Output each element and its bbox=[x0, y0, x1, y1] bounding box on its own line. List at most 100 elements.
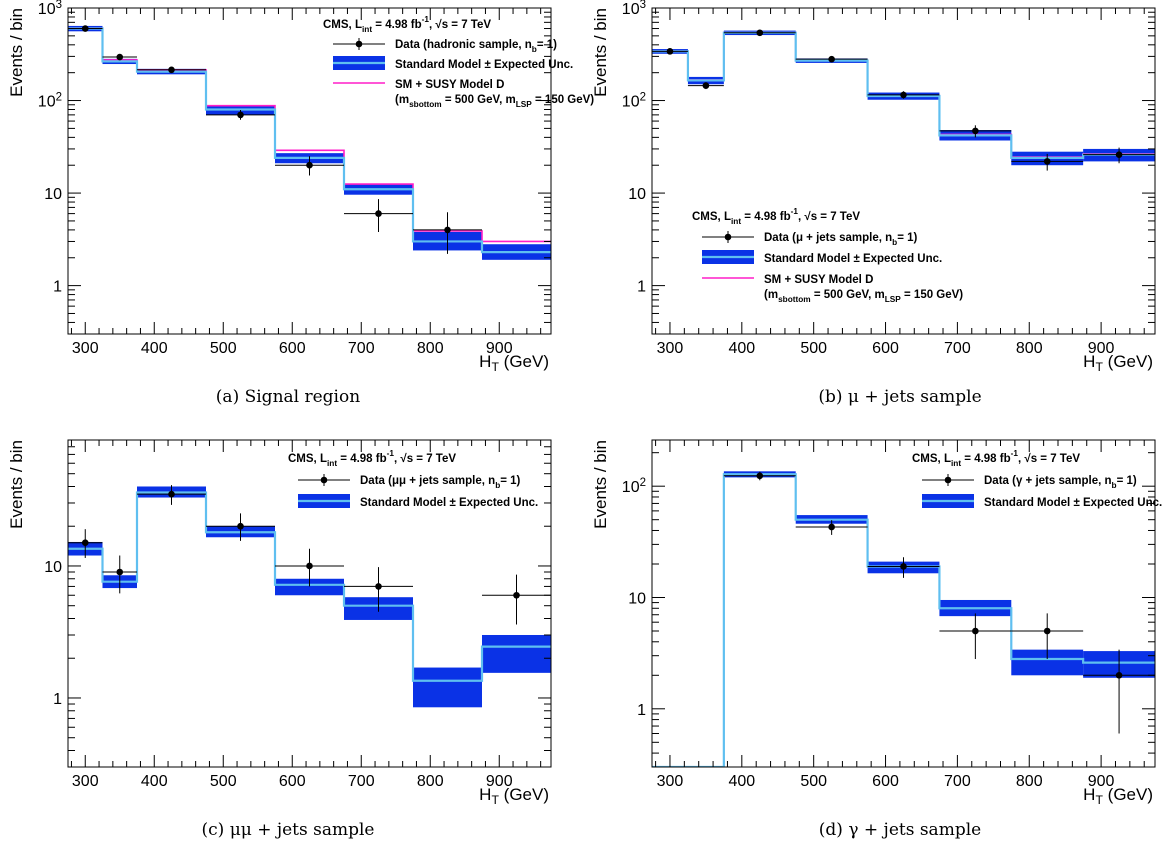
legend-data-marker bbox=[320, 476, 328, 484]
x-tick-label: 500 bbox=[210, 773, 237, 790]
legend-header: CMS, Lint = 4.98 fb-1, √s = 7 TeV bbox=[912, 449, 1080, 468]
legend-header: CMS, Lint = 4.98 fb-1, √s = 7 TeV bbox=[288, 449, 456, 468]
y-tick-label: 10 bbox=[628, 186, 646, 203]
x-tick-label: 400 bbox=[141, 340, 168, 357]
data-marker bbox=[756, 29, 764, 37]
x-tick-label: 600 bbox=[872, 340, 899, 357]
data-marker bbox=[81, 25, 89, 32]
data-marker bbox=[237, 111, 244, 119]
data-marker bbox=[900, 563, 907, 570]
legend: CMS, Lint = 4.98 fb-1, √s = 7 TeV Data (h… bbox=[323, 15, 594, 109]
x-tick-label: 900 bbox=[1088, 773, 1115, 790]
y-tick-label: 10 bbox=[44, 186, 62, 203]
plot-frame bbox=[651, 439, 1156, 768]
x-tick-label: 900 bbox=[486, 773, 513, 790]
x-axis: 300 400 500 600 700 800 900 bbox=[70, 8, 542, 357]
plot-frame bbox=[67, 7, 552, 335]
x-tick-label: 800 bbox=[1016, 340, 1043, 357]
y-axis-label: Events / bin bbox=[591, 440, 610, 529]
y-tick-label: 102 bbox=[622, 477, 646, 496]
x-axis: 300 400 500 600 700 800 900 bbox=[655, 440, 1145, 790]
data-point bbox=[795, 55, 868, 63]
sm-band-bin bbox=[413, 667, 482, 708]
x-tick-label: 700 bbox=[348, 340, 375, 357]
x-tick-label: 500 bbox=[800, 773, 827, 790]
legend-data-label: Data (μμ + jets sample, nb= 1) bbox=[360, 475, 521, 490]
x-tick-label: 900 bbox=[1088, 340, 1115, 357]
x-axis-label: HT (GeV) bbox=[1083, 352, 1153, 374]
data-point bbox=[939, 125, 1012, 138]
legend-data-label: Data (μ + jets sample, nb= 1) bbox=[764, 232, 918, 247]
legend-header: CMS, Lint = 4.98 fb-1, √s = 7 TeV bbox=[323, 15, 491, 34]
data-marker bbox=[1115, 151, 1123, 158]
x-tick-label: 800 bbox=[1016, 773, 1043, 790]
data-marker bbox=[666, 48, 674, 55]
y-tick-label: 1 bbox=[637, 702, 646, 719]
data-marker bbox=[513, 591, 520, 599]
legend: CMS, Lint = 4.98 fb-1, √s = 7 TeV Data (μ… bbox=[692, 207, 963, 304]
caption-b: (b) μ + jets sample bbox=[818, 387, 981, 407]
data-point bbox=[102, 53, 137, 61]
y-axis: 1 10 102 103 bbox=[622, 0, 1155, 335]
data-marker bbox=[1115, 671, 1123, 679]
data-point bbox=[723, 29, 796, 37]
y-tick-label: 102 bbox=[38, 92, 62, 111]
data-point bbox=[482, 574, 551, 625]
data-point bbox=[206, 110, 275, 120]
caption-c: (c) μμ + jets sample bbox=[202, 820, 375, 840]
data-marker bbox=[1043, 627, 1051, 635]
data-point bbox=[1083, 147, 1155, 164]
data-point bbox=[275, 156, 344, 176]
x-tick-label: 600 bbox=[279, 773, 306, 790]
data-marker bbox=[972, 127, 979, 135]
data-marker bbox=[1043, 158, 1051, 165]
y-axis: 1 10 102 bbox=[622, 452, 1155, 768]
legend-susy-mass-label: (msbottom = 500 GeV, mLSP = 150 GeV) bbox=[764, 289, 963, 304]
x-tick-label: 600 bbox=[279, 340, 306, 357]
x-tick-label: 300 bbox=[657, 773, 684, 790]
data-point bbox=[1011, 613, 1084, 660]
legend-sm-label: Standard Model ± Expected Unc. bbox=[984, 497, 1162, 509]
y-tick-label: 103 bbox=[38, 0, 62, 18]
data-point bbox=[1011, 153, 1084, 171]
x-axis-label: HT (GeV) bbox=[1083, 785, 1153, 807]
data-point bbox=[867, 557, 940, 578]
plot-area bbox=[652, 29, 1155, 171]
data-marker bbox=[237, 522, 244, 530]
data-point bbox=[795, 520, 868, 535]
x-axis-label: HT (GeV) bbox=[479, 352, 549, 374]
x-tick-label: 400 bbox=[728, 340, 755, 357]
x-tick-label: 300 bbox=[657, 340, 684, 357]
y-tick-label: 10 bbox=[628, 590, 646, 607]
data-marker bbox=[702, 82, 710, 89]
x-tick-label: 400 bbox=[728, 773, 755, 790]
legend: CMS, Lint = 4.98 fb-1, √s = 7 TeV Data (γ… bbox=[912, 449, 1162, 509]
data-marker bbox=[972, 627, 979, 635]
data-marker bbox=[306, 562, 313, 570]
x-tick-label: 500 bbox=[800, 340, 827, 357]
legend-sm-label: Standard Model ± Expected Unc. bbox=[764, 253, 942, 265]
caption-a: (a) Signal region bbox=[216, 387, 360, 407]
y-axis-label: Events / bin bbox=[591, 8, 610, 97]
data-marker bbox=[756, 472, 764, 480]
data-point bbox=[939, 613, 1012, 660]
data-point bbox=[723, 471, 796, 481]
x-tick-label: 700 bbox=[944, 773, 971, 790]
data-point bbox=[275, 548, 344, 587]
sm-line bbox=[652, 473, 1155, 767]
legend-data-marker bbox=[724, 233, 732, 241]
y-tick-label: 10 bbox=[44, 559, 62, 576]
y-tick-label: 1 bbox=[637, 279, 646, 296]
legend-sm-label: Standard Model ± Expected Unc. bbox=[395, 59, 573, 71]
x-tick-label: 800 bbox=[417, 773, 444, 790]
y-axis-label: Events / bin bbox=[7, 440, 26, 529]
plot-area bbox=[652, 471, 1155, 767]
data-marker bbox=[81, 539, 89, 547]
legend-susy-label: SM + SUSY Model D bbox=[395, 79, 504, 91]
legend-data-marker bbox=[944, 476, 952, 484]
